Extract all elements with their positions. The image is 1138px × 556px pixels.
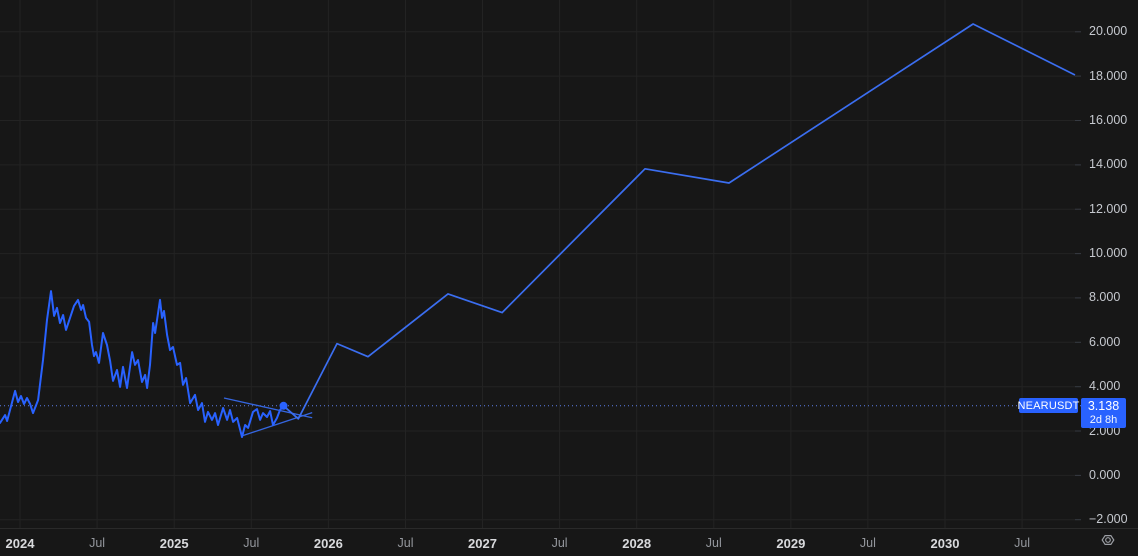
settings-icon-hexagon	[1101, 535, 1115, 545]
triangle-upper-trendline	[223, 397, 313, 419]
time-tick-label-month: Jul	[859, 536, 876, 550]
historical-series-line	[0, 290, 285, 438]
current-price-marker-dot	[279, 401, 288, 410]
price-tick-label: 16.000	[1089, 112, 1128, 127]
current-price-flag[interactable]: 3.138 2d 8h	[1081, 397, 1126, 428]
time-tick-label-month: Jul	[89, 536, 106, 550]
time-tick-label-year: 2024	[5, 536, 35, 551]
symbol-price-flag[interactable]: NEARUSDT	[1017, 398, 1080, 414]
price-tick-label: 14.000	[1089, 157, 1128, 172]
time-tick-label-year: 2026	[313, 536, 343, 551]
triangle-lower-trendline	[241, 411, 313, 437]
bar-countdown-timer: 2d 8h	[1089, 413, 1118, 426]
settings-icon-circle	[1105, 537, 1111, 543]
time-tick-label-month: Jul	[397, 536, 414, 550]
price-tick-label: −2.000	[1089, 512, 1128, 527]
symbol-label: NEARUSDT	[1017, 399, 1080, 412]
time-tick-label-year: 2027	[468, 536, 497, 551]
time-tick-label-month: Jul	[1014, 536, 1031, 550]
settings-icon[interactable]	[1099, 531, 1117, 549]
price-tick-label: 4.000	[1089, 379, 1121, 394]
time-tick-label-month: Jul	[243, 536, 260, 550]
price-tick-label: 6.000	[1089, 334, 1121, 349]
price-tick-label: 8.000	[1089, 290, 1121, 305]
time-tick-label-year: 2030	[930, 536, 960, 551]
time-tick-label-month: Jul	[705, 536, 722, 550]
price-scale-axis[interactable]: 20.000 18.000 16.000 14.000 12.000 10.000 8.00…	[1082, 0, 1138, 528]
time-tick-label-month: Jul	[551, 536, 568, 550]
time-tick-label-year: 2025	[159, 536, 189, 551]
time-scale-axis[interactable]: 2024 Jul 2025 Jul 2026 Jul 2027 Jul 2028 Jul 2029 J…	[0, 528, 1138, 556]
price-tick-label: 12.000	[1089, 201, 1128, 216]
time-tick-label-year: 2029	[776, 536, 806, 551]
price-tick-label: 0.000	[1089, 467, 1121, 482]
forecast-series-line	[282, 23, 1076, 420]
price-tick-label: 18.000	[1089, 68, 1128, 83]
time-tick-label-year: 2028	[622, 536, 652, 551]
price-tick-label: 20.000	[1089, 24, 1128, 39]
current-price-value: 3.138	[1087, 398, 1120, 413]
price-tick-label: 10.000	[1089, 246, 1128, 261]
